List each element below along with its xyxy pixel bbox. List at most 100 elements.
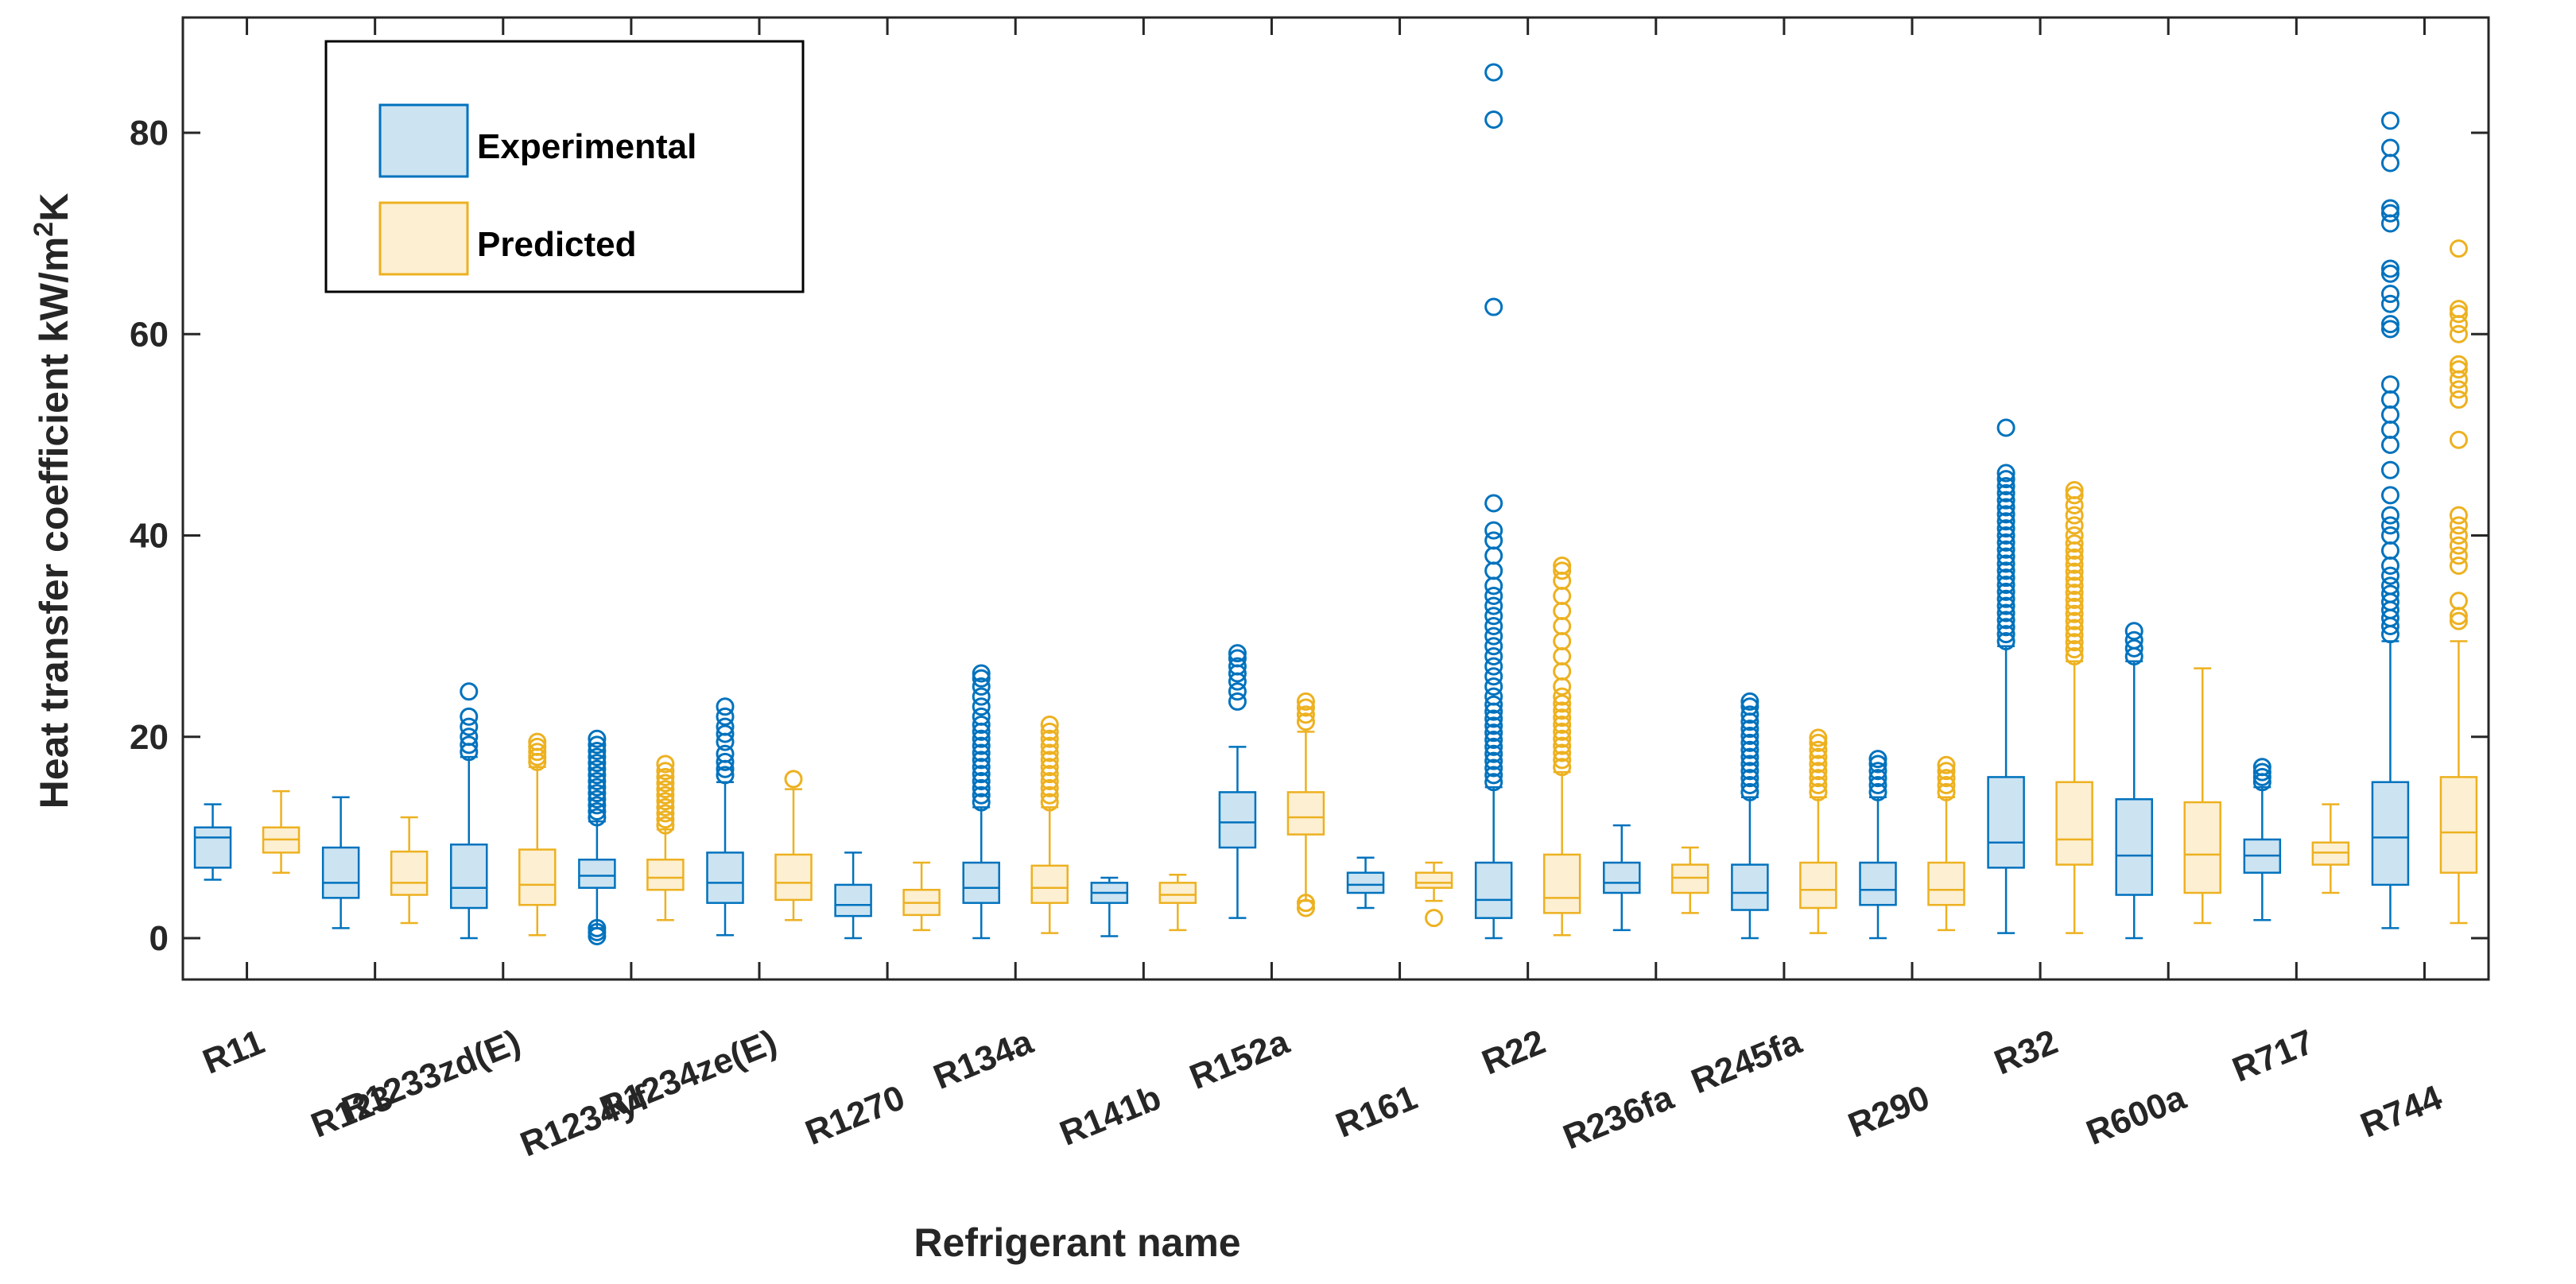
outlier-point	[1996, 505, 2015, 524]
box-predicted-R600a	[2183, 667, 2221, 925]
outlier-point	[1553, 708, 1572, 727]
outlier-point	[1740, 754, 1759, 774]
iqr-box	[2311, 841, 2350, 866]
outlier-point	[2449, 506, 2468, 525]
outlier-point	[588, 729, 607, 748]
x-tick-label: R600a	[2081, 1078, 2191, 1153]
outlier-point	[1996, 603, 2015, 623]
outlier-point	[2380, 199, 2399, 218]
outlier-point	[2449, 300, 2468, 319]
iqr-box	[2183, 801, 2221, 894]
outlier-point	[2380, 405, 2399, 425]
outlier-point	[2380, 526, 2399, 545]
outlier-point	[2065, 486, 2084, 505]
outlier-point	[1296, 712, 1315, 731]
outlier-point	[656, 797, 675, 817]
outlier-point	[2065, 640, 2084, 659]
iqr-box	[1346, 871, 1385, 894]
box-predicted-R11	[262, 789, 301, 874]
outlier-point	[1040, 736, 1059, 755]
iqr-box	[1987, 776, 2025, 869]
outlier-point	[1553, 601, 1572, 620]
outlier-point	[1484, 744, 1503, 763]
x-tick-label: R290	[1843, 1078, 1935, 1146]
outlier-point	[588, 754, 607, 773]
legend-label-predicted: Predicted	[477, 225, 637, 264]
outlier-point	[1040, 758, 1059, 777]
x-tick-label: R11	[197, 1022, 270, 1082]
outlier-point	[656, 810, 675, 829]
outlier-point	[1996, 540, 2015, 559]
outlier-point	[1425, 909, 1444, 928]
outlier-point	[1996, 561, 2015, 580]
outlier-point	[2124, 638, 2143, 658]
box-experimental-R32	[1987, 418, 2025, 934]
outlier-point	[2449, 430, 2468, 449]
box-experimental-R22	[1474, 63, 1513, 940]
outlier-point	[1484, 596, 1503, 615]
box-predicted-R152a	[1286, 692, 1325, 917]
outlier-point	[1040, 765, 1059, 784]
outlier-point	[1484, 709, 1503, 728]
outlier-point	[2065, 555, 2084, 574]
outlier-point	[1484, 111, 1503, 130]
x-tick-label: R1270	[800, 1078, 910, 1153]
outlier-point	[528, 732, 547, 751]
outlier-point	[1484, 607, 1503, 626]
outlier-point	[2065, 633, 2084, 652]
outlier-point	[1740, 726, 1759, 745]
outlier-point	[716, 744, 735, 763]
box-predicted-R123	[390, 816, 429, 925]
predicted-series	[262, 239, 2478, 937]
box-experimental-R245fa	[1731, 692, 1769, 940]
outlier-point	[1040, 743, 1059, 762]
outlier-point	[1996, 491, 2015, 510]
box-experimental-R11	[193, 803, 232, 881]
outlier-point	[2380, 294, 2399, 313]
outlier-point	[1996, 418, 2015, 437]
outlier-point	[656, 767, 675, 786]
outlier-point	[1740, 776, 1759, 795]
outlier-point	[1996, 625, 2015, 644]
outlier-point	[1740, 769, 1759, 788]
outlier-point	[1296, 705, 1315, 724]
outlier-point	[2065, 506, 2084, 525]
legend-swatch-experimental	[378, 103, 469, 178]
outlier-point	[2380, 153, 2399, 173]
outlier-point	[1868, 754, 1887, 774]
outlier-point	[1996, 470, 2015, 489]
iqr-box	[1158, 882, 1197, 904]
outlier-point	[2449, 516, 2468, 535]
outlier-point	[1228, 682, 1247, 701]
iqr-box	[1671, 863, 1709, 894]
outlier-point	[2380, 375, 2399, 394]
outlier-point	[972, 743, 991, 762]
box-predicted-R1270	[902, 861, 941, 932]
outlier-point	[1996, 611, 2015, 630]
outlier-point	[1228, 649, 1247, 668]
outlier-point	[1996, 582, 2015, 601]
outlier-point	[972, 669, 991, 688]
plot-marks	[193, 63, 2478, 945]
outlier-point	[2380, 436, 2399, 455]
outlier-point	[2449, 526, 2468, 545]
x-tick-label: R1233zd(E)	[336, 1022, 526, 1129]
outlier-point	[716, 752, 735, 771]
outlier-point	[1740, 782, 1759, 801]
outlier-point	[1868, 776, 1887, 795]
box-predicted-R245fa	[1799, 728, 1837, 934]
box-predicted-R290	[1927, 755, 1965, 932]
outlier-point	[2380, 576, 2399, 595]
outlier-point	[1484, 766, 1503, 785]
outlier-point	[460, 707, 479, 726]
outlier-point	[1484, 677, 1503, 696]
outlier-point	[972, 765, 991, 784]
y-tick-label: 40	[130, 517, 169, 556]
outlier-point	[1937, 776, 1956, 795]
outlier-point	[1740, 733, 1759, 752]
outlier-point	[1040, 722, 1059, 741]
outlier-point	[656, 792, 675, 811]
outlier-point	[1040, 751, 1059, 770]
outlier-point	[972, 793, 991, 812]
box-experimental-R717	[2243, 758, 2282, 921]
